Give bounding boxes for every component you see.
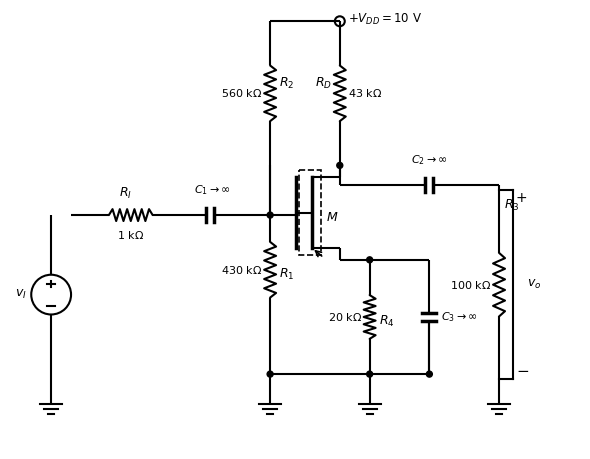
Text: +: + [516,191,527,205]
Circle shape [366,257,373,263]
Circle shape [267,212,273,218]
Bar [299,170,321,255]
Text: −: − [516,364,529,379]
Text: $R_D$: $R_D$ [315,76,332,91]
Text: $R_3$: $R_3$ [504,197,520,213]
Circle shape [337,162,343,168]
Text: $C_3 \rightarrow \infty$: $C_3 \rightarrow \infty$ [441,311,478,325]
Text: $v_o$: $v_o$ [527,278,541,291]
Text: $R_1$: $R_1$ [279,267,294,282]
Circle shape [366,371,373,377]
Text: 43 k$\Omega$: 43 k$\Omega$ [348,87,382,99]
Text: $C_2 \rightarrow \infty$: $C_2 \rightarrow \infty$ [411,154,448,168]
Text: $R_I$: $R_I$ [119,186,132,201]
Text: $M$: $M$ [326,211,338,224]
Circle shape [427,371,432,377]
Text: 100 k$\Omega$: 100 k$\Omega$ [450,279,491,291]
Text: 430 k$\Omega$: 430 k$\Omega$ [221,264,262,276]
Text: $C_1 \rightarrow \infty$: $C_1 \rightarrow \infty$ [194,184,231,197]
Text: $R_2$: $R_2$ [279,76,294,91]
Text: 560 k$\Omega$: 560 k$\Omega$ [221,87,262,99]
Text: 1 k$\Omega$: 1 k$\Omega$ [117,229,145,241]
Text: 20 k$\Omega$: 20 k$\Omega$ [327,311,362,323]
Circle shape [267,371,273,377]
Text: $+V_{DD} = 10$ V: $+V_{DD} = 10$ V [348,12,422,27]
Text: $v_I$: $v_I$ [15,288,27,301]
Text: $R_4$: $R_4$ [379,314,394,330]
